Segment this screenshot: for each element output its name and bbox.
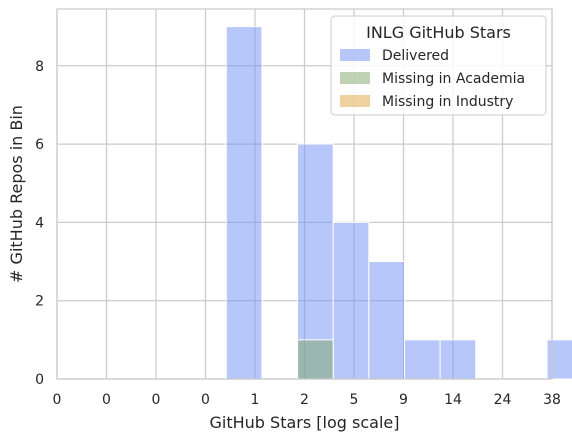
x-tick-label: 2	[300, 392, 309, 408]
y-tick-label: 8	[35, 59, 44, 75]
bar-missing-academia	[297, 339, 334, 380]
x-tick-label: 0	[53, 392, 62, 408]
plot-frame	[56, 8, 553, 380]
bar-delivered	[332, 221, 370, 380]
legend-label: Delivered	[382, 48, 449, 64]
bar-delivered	[403, 339, 441, 380]
legend-swatch	[340, 95, 370, 107]
bar-delivered	[439, 339, 477, 380]
x-tick-label: 38	[543, 392, 561, 408]
x-tick-labels: 0 0 0 0 1 2 5 9 14 24 38	[53, 392, 561, 408]
x-tick-label: 9	[399, 392, 408, 408]
legend-entries: Delivered Missing in Academia Missing in I…	[340, 48, 525, 110]
x-tick-label: 24	[494, 392, 512, 408]
legend-title: INLG GitHub Stars	[366, 23, 511, 42]
y-tick-label: 6	[35, 137, 44, 153]
legend-box	[330, 15, 547, 116]
legend-label: Missing in Academia	[382, 71, 525, 87]
bar-delivered	[546, 339, 572, 380]
x-tick-label: 5	[350, 392, 359, 408]
legend-swatch	[340, 49, 370, 61]
legend-label: Missing in Industry	[382, 94, 513, 110]
y-tick-label: 2	[35, 294, 44, 310]
x-tick-label: 0	[201, 392, 210, 408]
bar-delivered	[368, 261, 405, 380]
y-tick-label: 0	[35, 372, 44, 388]
x-tick-label: 0	[152, 392, 161, 408]
y-tick-label: 4	[35, 215, 44, 231]
x-tick-label: 0	[102, 392, 111, 408]
x-tick-label: 1	[251, 392, 260, 408]
bar-delivered	[225, 26, 263, 380]
legend-swatch	[340, 72, 370, 84]
x-axis-label: GitHub Stars [log scale]	[210, 413, 400, 432]
x-tick-label: 14	[444, 392, 462, 408]
y-tick-labels: 0 2 4 6 8	[35, 59, 44, 388]
legend: INLG GitHub Stars Delivered Missing in Ac…	[330, 15, 547, 116]
y-axis-label: # GitHub Repos in Bin	[7, 105, 26, 283]
bars	[225, 26, 572, 380]
